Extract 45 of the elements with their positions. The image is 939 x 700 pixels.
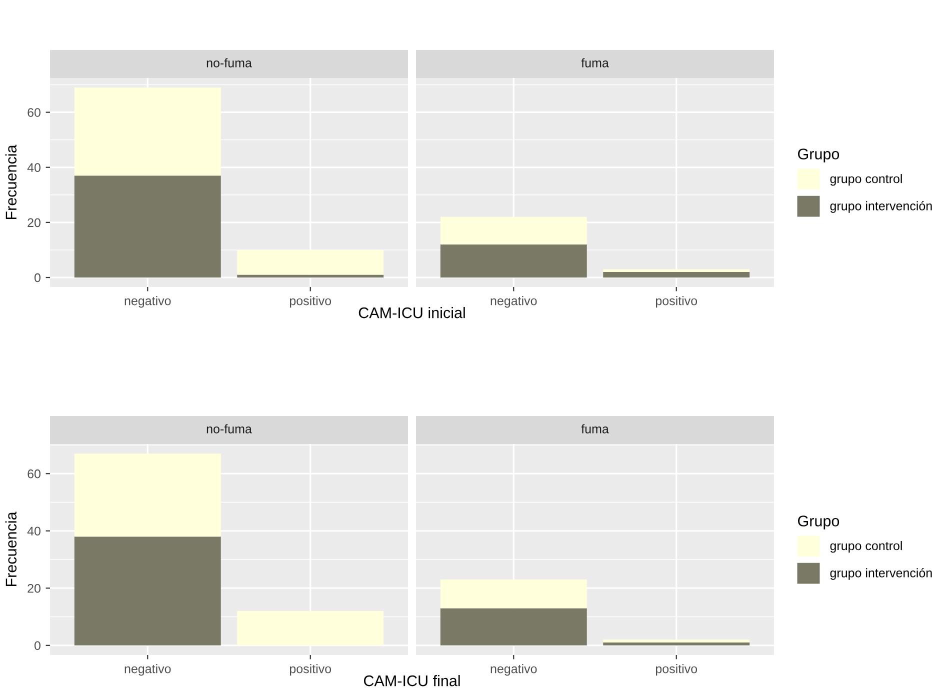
bar (440, 608, 587, 646)
y-tick-label: 20 (28, 584, 40, 593)
legend-title: Grupo (798, 516, 840, 530)
chart-title: no-fuma (206, 58, 252, 68)
legend-label: grupo control (830, 174, 902, 186)
y-tick-label: 60 (28, 469, 40, 478)
y-tick-label: 40 (27, 526, 40, 536)
chart-title: fuma (581, 58, 609, 68)
y-axis-title: Frecuencia (5, 512, 17, 586)
bar (74, 176, 221, 278)
bar (74, 454, 221, 537)
bar (74, 536, 221, 646)
bar (237, 274, 384, 278)
x-tick-label: positivo (656, 296, 698, 308)
chart-title: no-fuma (206, 424, 252, 434)
legend-title: Grupo (798, 148, 840, 162)
y-tick-label: 60 (28, 108, 40, 117)
y-tick-label: 0 (34, 641, 40, 650)
y-tick-label: 0 (34, 273, 40, 282)
x-tick-label: negativo (490, 664, 537, 676)
bar (603, 640, 750, 643)
bar (237, 250, 384, 275)
bar (440, 244, 587, 278)
y-tick-label: 40 (27, 163, 40, 172)
x-tick-label: positivo (290, 296, 332, 308)
chart-title: fuma (581, 424, 609, 434)
bar (440, 580, 587, 608)
y-tick-label: 20 (28, 218, 40, 228)
bar (603, 642, 750, 646)
bar (603, 269, 750, 272)
legend-label: grupo control (830, 541, 902, 553)
x-tick-label: negativo (124, 296, 171, 308)
x-tick-label: positivo (290, 664, 332, 676)
x-tick-label: negativo (490, 296, 537, 308)
legend-label: grupo intervención (830, 201, 932, 213)
x-axis-title: CAM-ICU final (364, 675, 460, 686)
bar (237, 611, 384, 646)
bar (74, 88, 221, 176)
bar (440, 216, 587, 244)
bar (603, 272, 750, 278)
x-tick-label: positivo (656, 664, 698, 676)
legend-label: grupo intervención (830, 568, 932, 580)
x-axis-title: CAM-ICU inicial (358, 307, 465, 318)
x-tick-label: negativo (124, 664, 171, 676)
y-axis-title: Frecuencia (5, 144, 17, 220)
